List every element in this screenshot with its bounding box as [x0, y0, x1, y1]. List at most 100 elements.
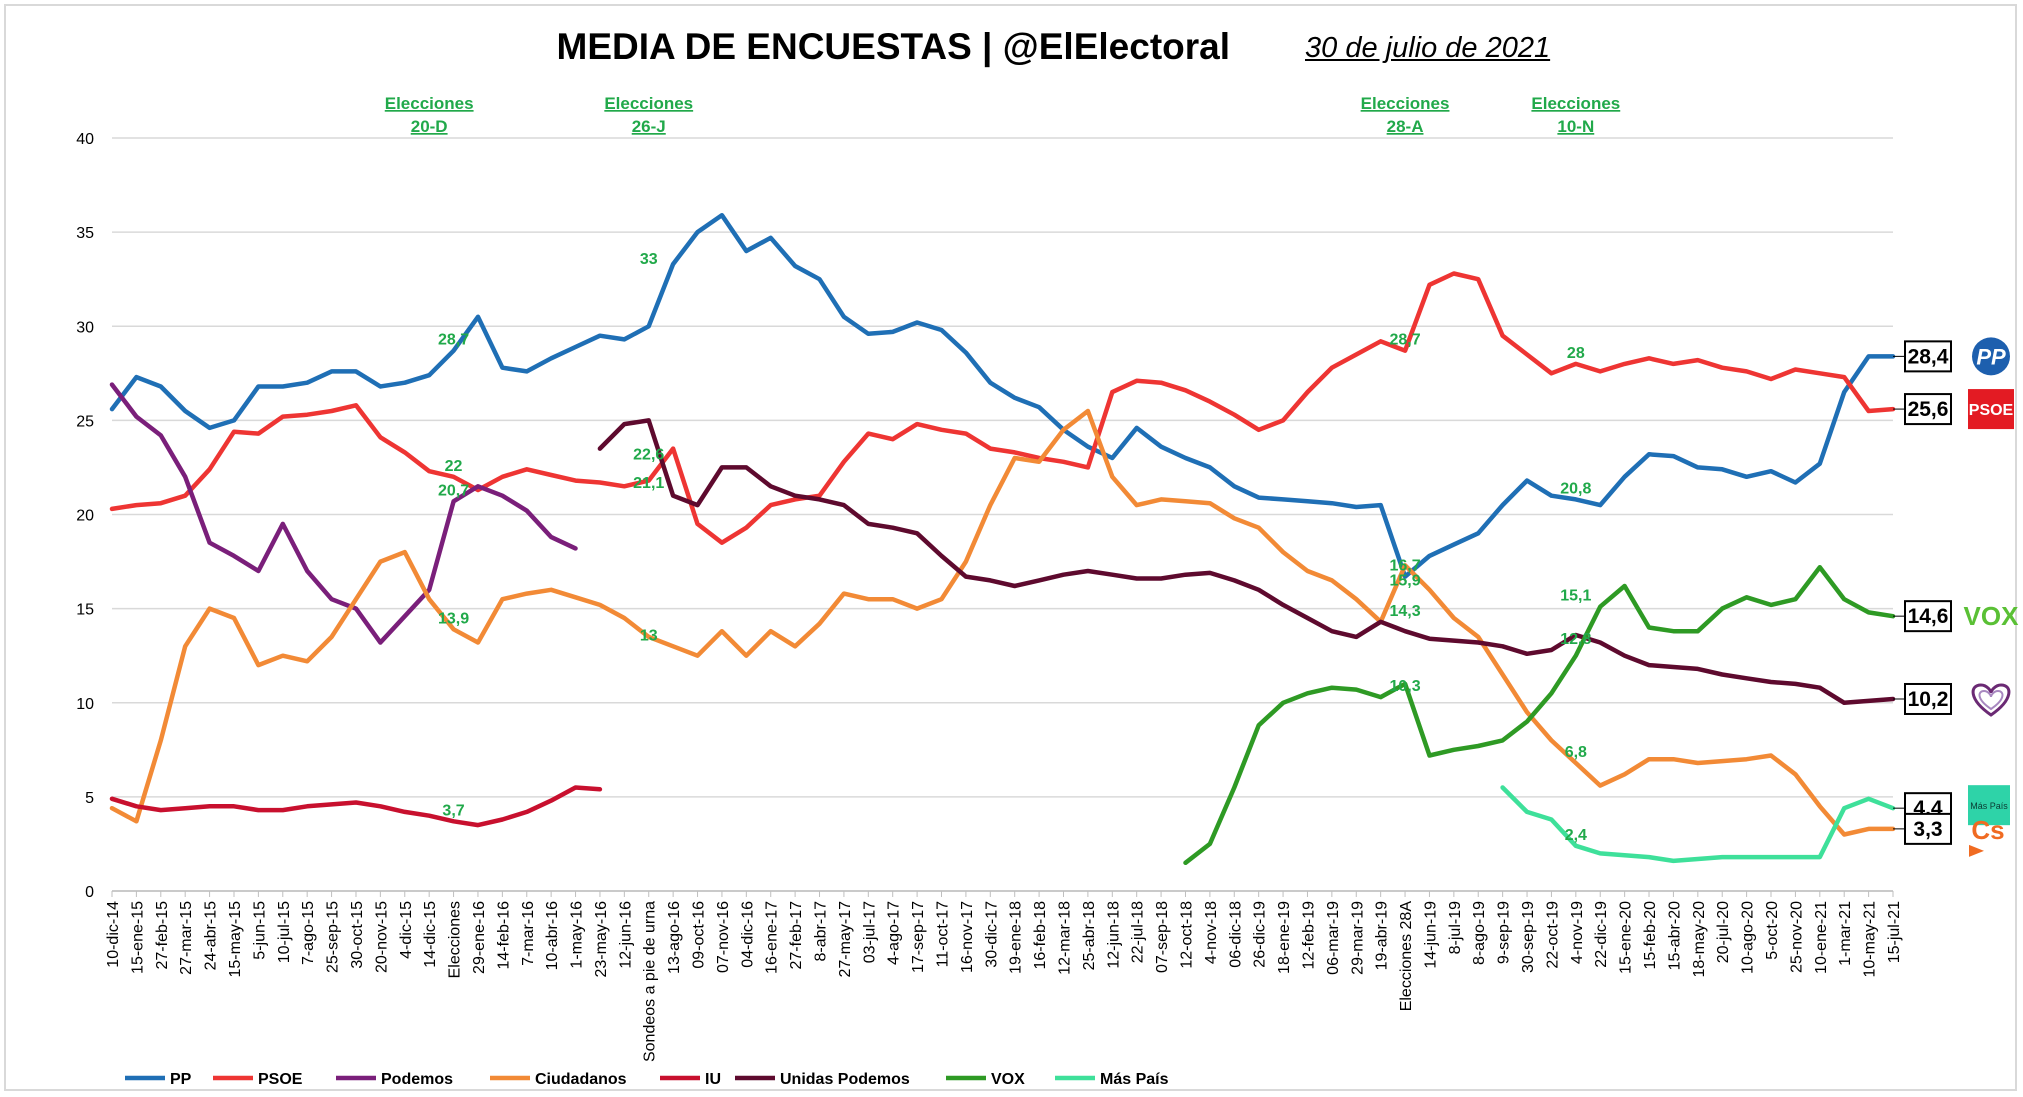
x-tick-label: Sondeos a pie de urna — [642, 901, 659, 1062]
x-tick-label: 24-abr-15 — [203, 901, 220, 970]
chart-title: MEDIA DE ENCUESTAS | @ElElectoral — [556, 26, 1231, 67]
x-tick-label: 30-oct-15 — [349, 901, 366, 969]
x-tick-label: 27-may-17 — [837, 901, 854, 978]
series-line-podemos — [109, 382, 578, 645]
x-tick-label: 23-may-16 — [593, 901, 610, 978]
legend: PP PSOE Podemos Ciudadanos IU Unidas Podemos V… — [125, 1071, 1169, 1088]
x-axis: 10-dic-14 15-ene-15 27-feb-15 27-mar-15 24-a… — [105, 890, 1903, 1062]
x-tick-label: 12-feb-19 — [1300, 901, 1317, 970]
x-tick-label: 03-jul-17 — [861, 901, 878, 963]
series-lines — [109, 212, 1896, 866]
legend-label: VOX — [991, 1071, 1025, 1088]
data-label: 15,1 — [1560, 588, 1591, 605]
y-axis: 0 5 10 15 20 25 30 35 40 — [76, 131, 94, 901]
event-label: 26-J — [632, 117, 666, 136]
x-tick-label: 14-dic-15 — [422, 901, 439, 968]
y-tick-label: 40 — [76, 131, 94, 148]
x-tick-label: 27-mar-15 — [178, 901, 195, 975]
x-tick-label: 29-ene-16 — [471, 901, 488, 974]
end-value-box — [1904, 600, 1952, 633]
x-tick-label: 10-ago-20 — [1740, 901, 1757, 974]
x-tick-label: 14-jun-19 — [1422, 901, 1439, 969]
unidas-podemos-logo — [1971, 683, 2011, 717]
data-label: 21,1 — [633, 475, 664, 492]
series-line-vox — [1183, 564, 1896, 866]
x-tick-label: 7-ago-15 — [300, 901, 317, 965]
y-tick-label: 20 — [76, 508, 94, 525]
y-tick-label: 15 — [76, 602, 94, 619]
x-tick-label: 9-sep-19 — [1496, 901, 1513, 964]
data-label: 28,7 — [438, 332, 469, 349]
series-line-pp — [109, 212, 1896, 579]
event-label: Elecciones — [1531, 94, 1620, 113]
psoe-logo — [1968, 389, 2014, 430]
ciudadanos-logo: Cs — [1971, 815, 2004, 845]
chart-frame — [4, 4, 2017, 1091]
x-tick-label: 27-feb-15 — [154, 901, 171, 970]
x-tick-label: 4-nov-19 — [1569, 901, 1586, 964]
pp-logo — [1972, 337, 2010, 376]
event-label: Elecciones — [385, 94, 474, 113]
data-label: 13 — [640, 627, 658, 644]
x-tick-label: 10-may-21 — [1862, 901, 1879, 978]
legend-label: Unidas Podemos — [780, 1071, 910, 1088]
x-tick-label: 07-sep-18 — [1154, 901, 1171, 973]
data-label: 28 — [1567, 345, 1585, 362]
x-tick-label: 25-abr-18 — [1081, 901, 1098, 970]
data-label: 13,9 — [438, 610, 469, 627]
x-tick-label: 12-jun-16 — [617, 901, 634, 969]
x-tick-label: 15-abr-20 — [1666, 901, 1683, 970]
x-tick-label: 4-ago-17 — [886, 901, 903, 965]
x-tick-label: 25-nov-20 — [1788, 901, 1805, 973]
x-tick-label: 8-jul-19 — [1447, 901, 1464, 954]
end-value-label: 10,2 — [1908, 688, 1949, 711]
event-label: 10-N — [1557, 117, 1594, 136]
legend-label: Podemos — [381, 1071, 453, 1088]
x-tick-label: 18-ene-19 — [1276, 901, 1293, 974]
data-label: 16,7 — [1389, 558, 1420, 575]
data-label: 15,9 — [1389, 573, 1420, 590]
x-tick-label: 15-ene-15 — [129, 901, 146, 974]
x-tick-label: 8-abr-17 — [813, 901, 830, 962]
y-tick-label: 0 — [85, 884, 94, 901]
x-tick-label: 1-may-16 — [569, 901, 586, 969]
x-tick-label: Elecciones — [447, 901, 464, 978]
x-tick-label: 4-dic-15 — [398, 901, 415, 959]
event-label: Elecciones — [604, 94, 693, 113]
x-tick-label: 22-dic-19 — [1593, 901, 1610, 968]
data-label: 33 — [640, 251, 658, 268]
end-value-label: 14,6 — [1908, 605, 1949, 628]
x-tick-label: 22-oct-19 — [1544, 901, 1561, 969]
event-label: 20-D — [411, 117, 448, 136]
y-tick-label: 30 — [76, 319, 94, 336]
series-line-ciudadanos — [109, 408, 1896, 837]
psoe-logo-text: PSOE — [1969, 402, 2014, 419]
legend-label: PP — [170, 1071, 192, 1088]
x-tick-label: 10-abr-16 — [544, 901, 561, 970]
x-tick-label: 14-feb-16 — [495, 901, 512, 970]
x-tick-label: 15-may-15 — [227, 901, 244, 978]
x-tick-label: 10-ene-21 — [1813, 901, 1830, 974]
data-label: 3,7 — [442, 802, 464, 819]
legend-label: Más País — [1100, 1071, 1169, 1088]
data-label: 6,8 — [1565, 744, 1587, 761]
x-tick-label: 12-jun-18 — [1105, 901, 1122, 969]
series-line-psoe — [109, 271, 1896, 545]
x-tick-label: 27-feb-17 — [788, 901, 805, 970]
x-tick-label: 19-abr-19 — [1374, 901, 1391, 970]
x-tick-label: Elecciones 28A — [1398, 901, 1415, 1012]
x-tick-label: 16-feb-18 — [1032, 901, 1049, 970]
x-tick-label: 09-oct-16 — [691, 901, 708, 969]
gridlines — [112, 137, 1893, 892]
x-tick-label: 19-ene-18 — [1008, 901, 1025, 974]
x-tick-label: 4-nov-18 — [1203, 901, 1220, 964]
pp-logo-text: PP — [1976, 344, 2006, 369]
x-tick-label: 11-oct-17 — [935, 901, 952, 968]
data-label: 20,8 — [1560, 480, 1591, 497]
y-tick-label: 10 — [76, 696, 94, 713]
series-line-iu — [109, 785, 603, 828]
end-value-label: 28,4 — [1908, 345, 1949, 368]
x-tick-label: 5-jun-15 — [251, 901, 268, 960]
